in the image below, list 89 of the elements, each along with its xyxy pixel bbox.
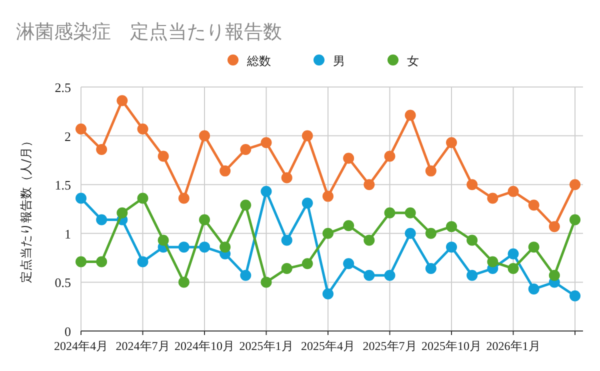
point	[343, 220, 354, 232]
point	[384, 207, 396, 218]
point	[220, 165, 231, 176]
y-tick-label: 1	[64, 226, 71, 242]
y-tick-label: 2	[64, 128, 71, 144]
point	[220, 242, 231, 253]
point	[116, 207, 128, 218]
point	[96, 144, 108, 155]
chart-title: 淋菌感染症 定点当たり報告数	[16, 21, 282, 43]
legend-label: 女	[407, 54, 419, 68]
point	[466, 234, 478, 246]
point	[466, 179, 478, 190]
point	[76, 123, 86, 134]
point	[528, 242, 540, 253]
point	[446, 242, 457, 253]
point	[384, 150, 396, 162]
point	[548, 270, 560, 281]
point	[137, 123, 148, 134]
legend-label: 総数	[246, 54, 271, 68]
point	[281, 172, 292, 184]
x-tick-label: 2024年4月	[54, 339, 108, 353]
y-tick-label: 0.5	[54, 275, 71, 290]
point	[528, 284, 540, 295]
x-tick-label: 2026年1月	[486, 339, 540, 353]
point	[548, 221, 560, 232]
point	[240, 270, 252, 281]
point	[570, 290, 580, 302]
point	[425, 165, 436, 176]
x-tick-label: 2025年4月	[301, 339, 355, 353]
point	[302, 258, 313, 270]
y-tick-label: 2.5	[54, 80, 71, 95]
point	[364, 234, 375, 246]
point	[487, 256, 498, 268]
point	[570, 214, 580, 226]
point	[364, 179, 375, 190]
point	[178, 276, 190, 288]
point	[240, 200, 252, 211]
x-tick-label: 2024年7月	[116, 339, 170, 353]
point	[199, 242, 210, 253]
y-tick-label: 1.5	[54, 178, 71, 193]
point	[281, 234, 292, 246]
point	[404, 228, 416, 239]
point	[487, 192, 498, 204]
point	[240, 144, 252, 155]
point	[158, 150, 169, 162]
point	[199, 130, 210, 142]
point	[425, 228, 436, 239]
point	[446, 221, 457, 232]
point	[446, 137, 457, 148]
point	[404, 110, 416, 121]
point	[178, 242, 190, 253]
point	[343, 258, 354, 270]
point	[322, 190, 334, 202]
y-axis-title: 定点当たり報告数（人/月）	[19, 134, 33, 284]
point	[364, 270, 375, 281]
point	[96, 214, 108, 226]
point	[466, 270, 478, 281]
point	[508, 263, 519, 274]
point	[425, 263, 436, 274]
point	[404, 207, 416, 218]
point	[76, 192, 86, 204]
x-tick-label: 2024年10月	[174, 339, 234, 353]
x-tick-label: 2025年10月	[422, 339, 482, 353]
x-tick-label: 2025年1月	[239, 339, 294, 353]
point	[116, 95, 128, 106]
point	[302, 130, 313, 142]
point	[137, 256, 148, 268]
x-tick-label: 2025年7月	[362, 339, 417, 353]
point	[137, 192, 148, 204]
legend-label: 男	[333, 54, 345, 68]
point	[260, 137, 272, 148]
point	[508, 186, 519, 197]
point	[178, 192, 190, 204]
point	[508, 248, 519, 260]
point	[384, 270, 396, 281]
point	[302, 198, 313, 209]
point	[260, 276, 272, 288]
y-tick-label: 0	[64, 324, 71, 339]
point	[570, 179, 580, 190]
point	[76, 256, 86, 268]
point	[528, 200, 540, 211]
point	[281, 263, 292, 274]
point	[96, 256, 108, 268]
point	[343, 152, 354, 164]
point	[322, 228, 334, 239]
point	[322, 288, 334, 300]
point	[199, 214, 210, 226]
point	[158, 234, 169, 246]
point	[260, 186, 272, 197]
